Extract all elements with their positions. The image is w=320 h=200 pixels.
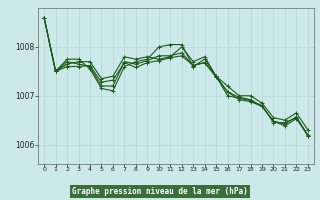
Text: Graphe pression niveau de la mer (hPa): Graphe pression niveau de la mer (hPa) — [72, 187, 248, 196]
